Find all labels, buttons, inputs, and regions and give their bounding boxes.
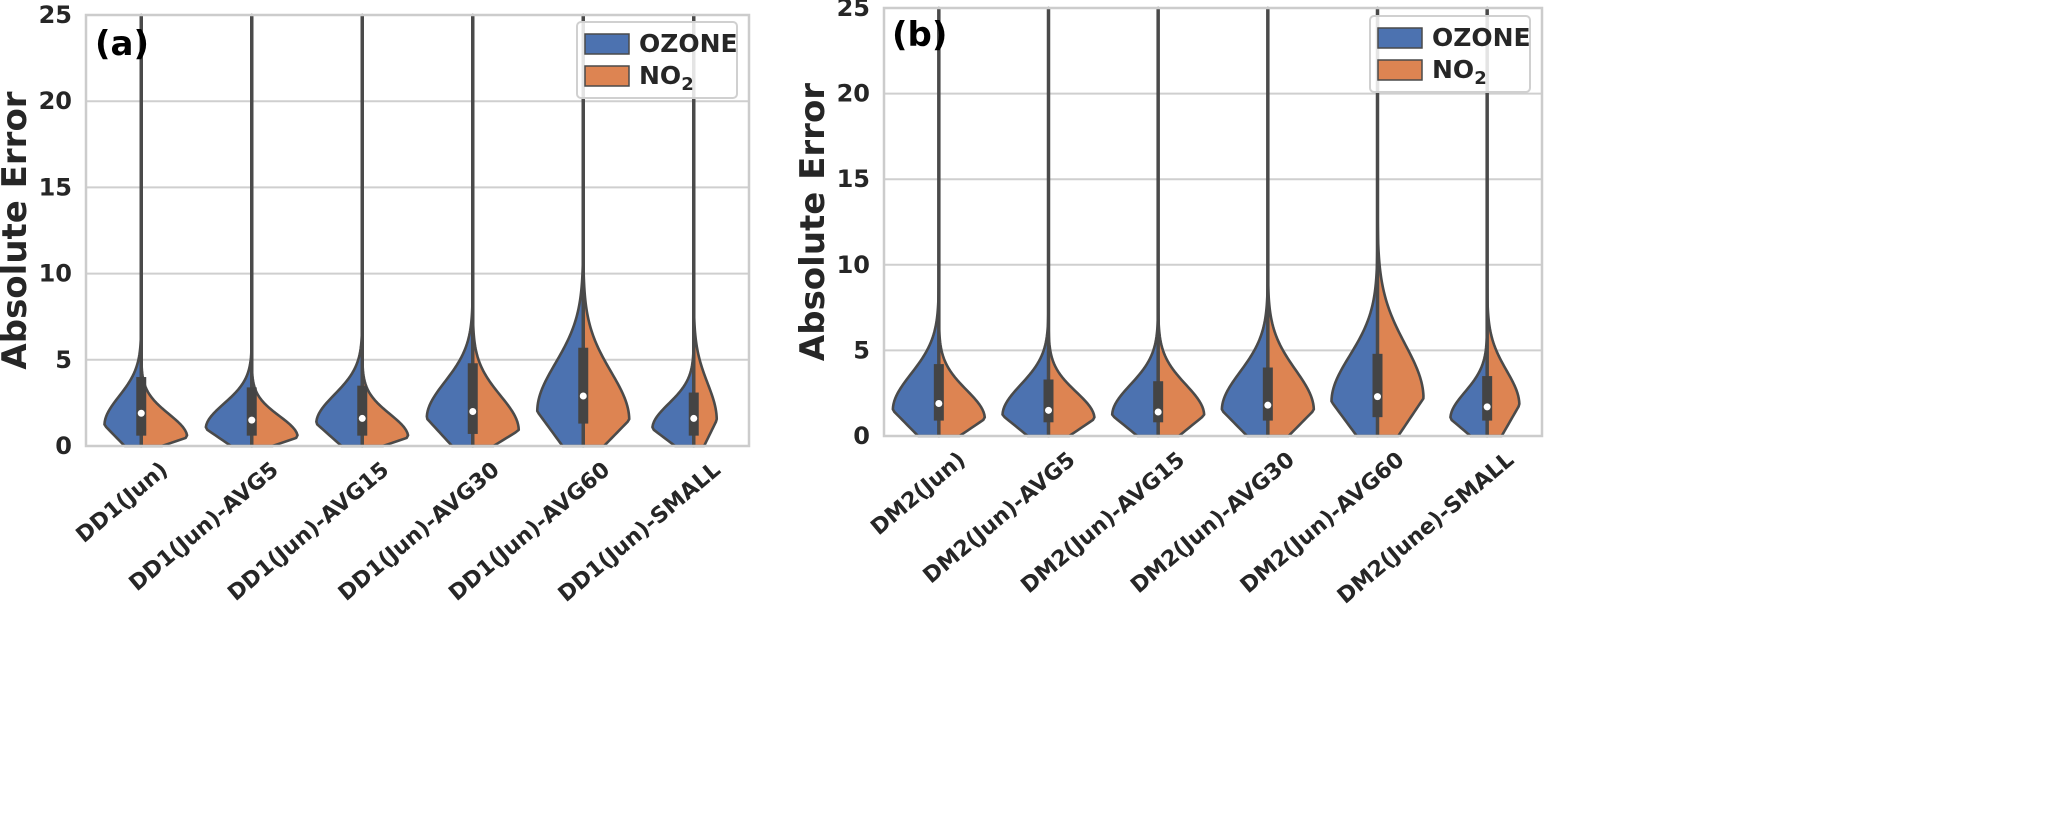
violin-no2-3 (1156, 6, 1206, 438)
median-point (1154, 408, 1162, 416)
y-axis-label: Absolute Error (793, 83, 833, 361)
violin-ozone-2 (1001, 6, 1050, 438)
violin-no2-1 (937, 6, 987, 438)
y-tick-label: 0 (55, 432, 72, 460)
violin-no2-4 (1266, 6, 1316, 438)
iqr-box (578, 347, 589, 424)
violin-ozone-3 (1110, 6, 1160, 438)
violin-ozone-2 (204, 13, 254, 448)
median-point (248, 416, 256, 424)
violin-ozone-3 (315, 13, 364, 448)
y-tick-label: 15 (39, 173, 72, 201)
iqr-box (136, 377, 147, 436)
legend: OZONE NO2 (1369, 15, 1531, 93)
legend-swatch-ozone (1377, 27, 1423, 49)
iqr-box (357, 385, 368, 436)
median-point (1483, 403, 1491, 411)
median-point (579, 392, 587, 400)
iqr-box (246, 387, 257, 436)
plot-frame (882, 6, 1544, 438)
x-tick-label: DD1(Jun) (72, 457, 173, 548)
violin-no2-3 (360, 13, 410, 448)
legend-swatch-ozone (584, 33, 630, 55)
legend: OZONE NO2 (576, 21, 738, 99)
median-point (358, 414, 366, 422)
plot-frame (84, 13, 751, 448)
iqr-box (467, 363, 478, 434)
panel-label: (a) (95, 24, 149, 64)
iqr-box (1043, 379, 1054, 423)
median-point (469, 408, 477, 416)
legend-swatch-no2 (584, 65, 630, 87)
x-tick-label: DM2(June)-SMALL (1333, 447, 1519, 609)
panel-a: 0510152025DD1(Jun)DD1(Jun)-AVG5DD1(Jun)-… (0, 1, 751, 607)
iqr-box (1372, 353, 1383, 418)
median-point (935, 399, 943, 407)
y-tick-label: 15 (837, 165, 870, 193)
legend-label-no2: NO2 (639, 61, 694, 95)
y-tick-label: 10 (39, 260, 72, 288)
violin-no2-4 (471, 13, 521, 448)
y-tick-label: 5 (853, 336, 870, 364)
legend-swatch-no2 (1377, 59, 1423, 81)
legend-label-no2: NO2 (1432, 55, 1487, 89)
y-tick-label: 20 (837, 80, 870, 108)
iqr-box (933, 364, 944, 421)
median-point (690, 414, 698, 422)
violin-no2-2 (1047, 6, 1096, 438)
panel-b: 0510152025DM2(Jun)DM2(Jun)-AVG5DM2(Jun)-… (793, 0, 1544, 609)
violin-ozone-1 (103, 13, 143, 448)
median-point (1264, 401, 1272, 409)
iqr-box (1262, 367, 1273, 421)
median-point (1045, 406, 1052, 414)
violin-no2-1 (139, 13, 189, 448)
legend-label-ozone: OZONE (1432, 23, 1531, 52)
y-tick-label: 20 (39, 87, 72, 115)
violin-ozone-4 (425, 13, 475, 448)
y-tick-label: 25 (837, 0, 870, 22)
iqr-box (688, 392, 699, 436)
iqr-box (1482, 376, 1493, 421)
violin-no2-2 (250, 13, 299, 448)
y-tick-label: 10 (837, 251, 870, 279)
x-tick-label: DM2(Jun) (866, 447, 970, 540)
y-tick-label: 5 (55, 346, 72, 374)
median-point (137, 409, 145, 417)
iqr-box (1153, 381, 1164, 423)
legend-label-ozone: OZONE (639, 29, 738, 58)
y-tick-label: 0 (853, 422, 870, 450)
violin-ozone-4 (1220, 6, 1270, 438)
violin-ozone-1 (891, 6, 941, 438)
panel-label: (b) (892, 15, 947, 55)
y-axis-label: Absolute Error (0, 91, 35, 369)
y-tick-label: 25 (39, 1, 72, 29)
median-point (1374, 393, 1381, 401)
